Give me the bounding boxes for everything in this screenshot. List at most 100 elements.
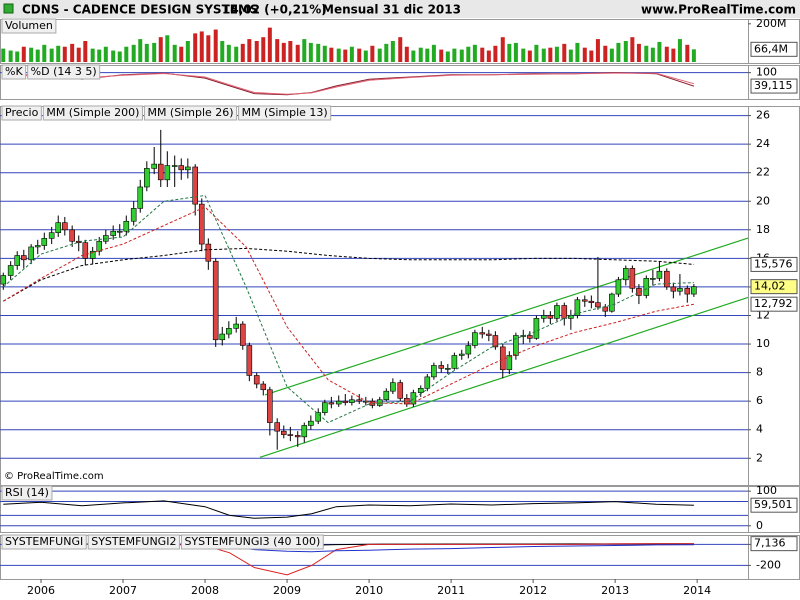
candle-body (233, 323, 240, 329)
volume-bar (179, 46, 184, 62)
volume-bar (425, 48, 430, 62)
candle-body (479, 332, 486, 335)
x-tick-label: 2008 (191, 584, 219, 597)
candle-body (267, 389, 273, 423)
volume-bar (316, 43, 321, 62)
candle-body (164, 165, 171, 181)
volume-bar (343, 49, 348, 62)
volume-bar (616, 42, 621, 62)
candle-body (451, 355, 458, 369)
legend-label: MM (Simple 13) (242, 106, 328, 119)
volume-bar (439, 49, 444, 62)
trendline (264, 237, 749, 396)
candle-body (356, 399, 363, 402)
volume-bar (56, 45, 61, 62)
candle-body (445, 368, 451, 370)
volume-bar (302, 39, 307, 62)
volume-bar (117, 51, 122, 62)
header-bar (0, 0, 800, 18)
candle-body (20, 255, 27, 261)
y-tick-label: 100 (756, 66, 777, 79)
y-tick-label: 26 (756, 109, 770, 122)
volume-bar (226, 44, 231, 62)
last-value-label: 66,4M (754, 42, 788, 55)
last-value-box (750, 41, 798, 57)
volume-bar (486, 50, 491, 62)
candle-body (581, 299, 588, 302)
volume-bar (411, 50, 416, 62)
volume-bar (377, 48, 382, 62)
legend-label: SYSTEMFUNGI2 (91, 535, 176, 548)
volume-bar (384, 43, 389, 62)
series-line (3, 500, 694, 519)
candle-body (61, 222, 68, 231)
volume-bar (677, 39, 682, 62)
volume-bar (644, 45, 649, 62)
last-value-box (750, 78, 798, 94)
candle-body (609, 293, 615, 312)
legend-label: RSI (14) (5, 486, 49, 499)
candle-body (48, 232, 55, 239)
volume-bar (322, 45, 327, 62)
candle-body (157, 163, 164, 181)
volume-bar (70, 43, 75, 62)
volume-bar (83, 41, 88, 62)
volume-bar (349, 46, 354, 62)
candle-body (89, 250, 96, 259)
volume-bar (562, 43, 567, 62)
candle-body (315, 412, 322, 422)
volume-bar (220, 41, 225, 62)
candle-body (438, 365, 445, 369)
volume-bar (609, 48, 614, 62)
volume-bar (630, 37, 635, 62)
series-line (3, 206, 694, 405)
volume-bar (650, 47, 655, 62)
volume-bar (152, 42, 157, 62)
candle-body (151, 163, 157, 169)
candle-body (219, 333, 226, 341)
candle-body (595, 302, 601, 308)
candle-body (0, 275, 7, 285)
panel-frame (0, 65, 749, 100)
legend-box (42, 105, 143, 121)
volume-bar (390, 41, 395, 62)
y-tick-label: 6 (756, 394, 763, 407)
candle-body (622, 268, 629, 281)
y-tick-label: -200 (756, 558, 781, 571)
volume-bar (431, 44, 436, 62)
volume-bar (213, 29, 218, 62)
candle-body (130, 208, 137, 222)
last-value-box (750, 296, 798, 312)
volume-bar (261, 37, 266, 62)
series-line (3, 247, 694, 302)
volume-bar (76, 47, 81, 62)
y-tick-label: 22 (756, 166, 770, 179)
legend-box (1, 534, 87, 550)
candle-body (574, 299, 581, 316)
volume-bar (541, 48, 546, 62)
volume-bar (589, 50, 594, 62)
volume-bar (452, 48, 457, 62)
quote: 14,02 (+0,21%) (222, 3, 327, 17)
candle-body (28, 246, 34, 261)
candle-body (677, 288, 683, 292)
candle-body (513, 335, 519, 356)
volume-bar (575, 42, 580, 62)
candle-body (588, 300, 595, 303)
volume-bar (185, 41, 190, 62)
x-tick-label: 2010 (355, 584, 383, 597)
candle-body (110, 230, 116, 236)
candle-body (342, 400, 349, 403)
volume-bar (15, 51, 20, 62)
legend-box (87, 534, 180, 550)
candle-body (212, 260, 219, 341)
legend-label: %D (14 3 5) (31, 65, 97, 78)
candle-body (294, 435, 301, 438)
volume-bar (418, 47, 423, 62)
candle-body (670, 286, 677, 292)
x-tick-label: 2006 (27, 584, 55, 597)
candle-body (335, 400, 342, 405)
candle-body (615, 279, 622, 295)
volume-bar (267, 27, 272, 62)
volume-bar (636, 43, 641, 62)
